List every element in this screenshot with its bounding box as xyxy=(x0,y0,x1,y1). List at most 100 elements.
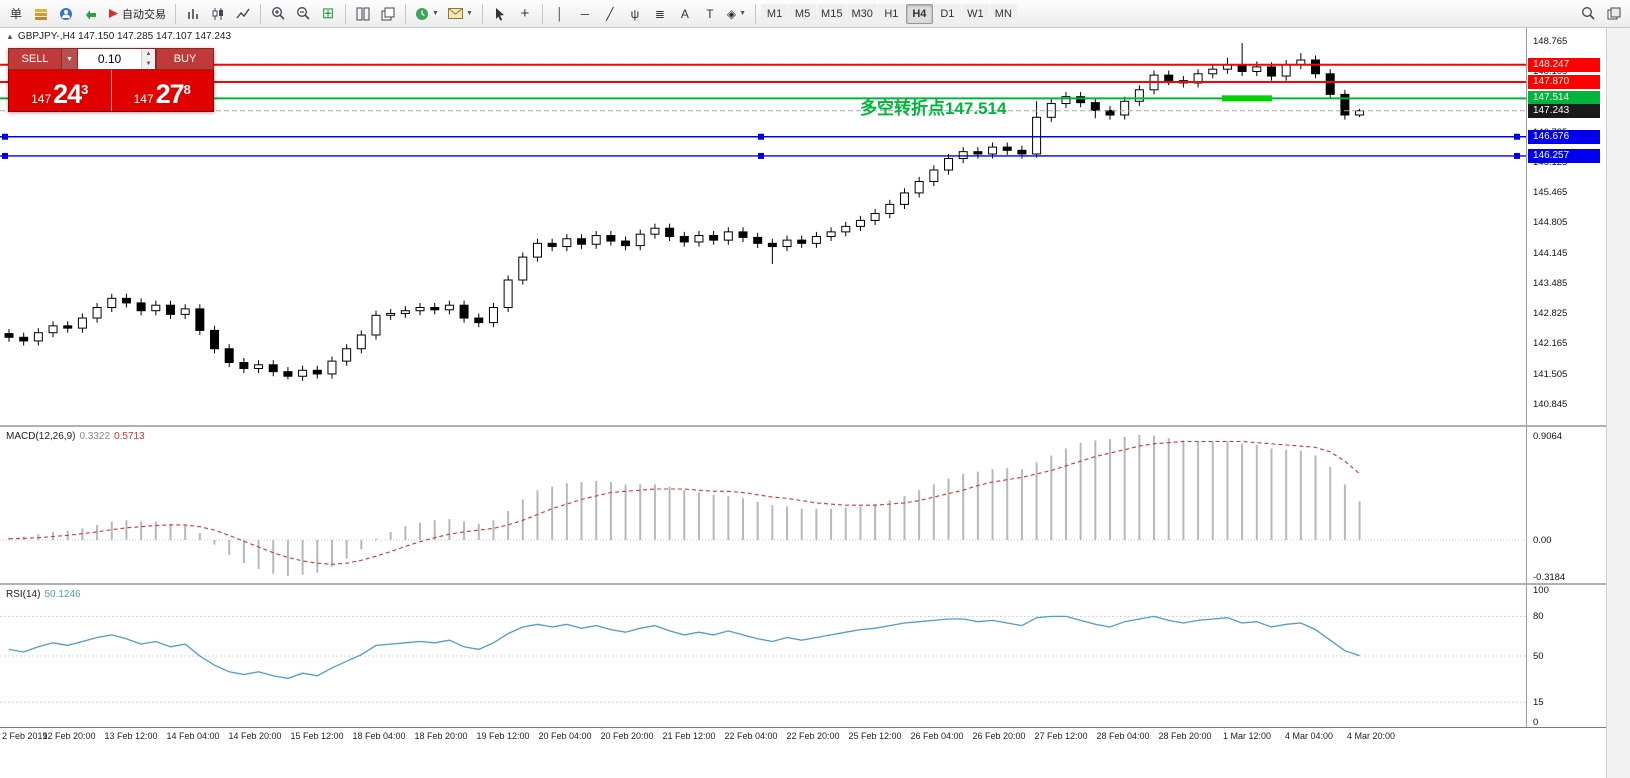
market-watch-button[interactable] xyxy=(29,3,53,25)
candle xyxy=(855,215,865,231)
candle xyxy=(474,313,484,328)
candle xyxy=(19,332,29,346)
time-axis-label: 20 Feb 04:00 xyxy=(538,731,592,741)
candle xyxy=(356,330,366,354)
line-handle[interactable] xyxy=(2,133,8,140)
lot-decrease-button[interactable]: ▼ xyxy=(142,59,155,69)
macd-histogram-bar xyxy=(8,537,10,540)
indicators-button[interactable]: ⊞ xyxy=(316,3,340,25)
time-axis-label: 14 Feb 04:00 xyxy=(166,731,220,741)
toolbar-separator xyxy=(175,3,176,24)
candle xyxy=(811,231,821,248)
candle xyxy=(1281,60,1291,81)
macd-histogram-bar xyxy=(477,523,480,540)
text-tool-button[interactable]: A xyxy=(673,3,697,25)
time-axis[interactable]: 2 Feb 2019 12 Feb 20:00 13 Feb 12:00 14 Feb… xyxy=(0,729,1526,749)
cursor-tool-button[interactable] xyxy=(488,3,512,25)
one-click-trade-panel: SELL ▼ ▲ ▼ BUY 147 24 3 xyxy=(8,48,214,112)
macd-histogram-bar xyxy=(859,506,862,540)
rsi-line xyxy=(8,615,1360,680)
timeframe-button-M15[interactable]: M15 xyxy=(817,3,847,24)
lot-increase-button[interactable]: ▲ xyxy=(142,49,155,59)
chart-annotation-text[interactable]: 多空转折点147.514 xyxy=(860,99,1007,118)
candle xyxy=(1208,64,1218,79)
candlestick-mode-button[interactable] xyxy=(206,3,230,25)
horizontal-line-tool-button[interactable]: ─ xyxy=(573,3,597,25)
price-axis[interactable]: 0.9064 0.00 -0.3184 100 80 50 15 0 148.7… xyxy=(1526,28,1606,728)
lot-size-input[interactable] xyxy=(78,49,141,69)
bar-chart-mode-button[interactable] xyxy=(181,3,205,25)
green-marker-segment[interactable] xyxy=(1222,95,1272,102)
line-handle[interactable] xyxy=(758,152,764,159)
right-side-panel[interactable] xyxy=(1606,28,1630,778)
cascade-windows-button[interactable] xyxy=(376,3,400,25)
crosshair-tool-button[interactable]: + xyxy=(513,3,537,25)
new-order-button[interactable]: 单 xyxy=(4,3,28,25)
panel-separator[interactable] xyxy=(0,425,1606,427)
quote-header: ▲ GBPJPY-,H4 147.150 147.285 147.107 147… xyxy=(6,31,231,42)
timeframe-button-MN[interactable]: MN xyxy=(989,3,1017,24)
line-chart-mode-button[interactable] xyxy=(231,3,255,25)
macd-scale-min: -0.3184 xyxy=(1533,572,1566,583)
candle xyxy=(224,344,234,368)
macd-chart[interactable] xyxy=(0,427,1526,583)
candle xyxy=(1222,57,1232,74)
timeframe-button-H4[interactable]: H4 xyxy=(905,3,933,24)
timeframe-button-M5[interactable]: M5 xyxy=(789,3,817,24)
order-type-dropdown[interactable]: ▼ xyxy=(62,48,77,70)
timeframe-button-H1[interactable]: H1 xyxy=(877,3,905,24)
line-handle[interactable] xyxy=(1514,152,1520,159)
period-button[interactable]: ▼ xyxy=(411,3,443,25)
sell-price[interactable]: 147 24 3 xyxy=(9,70,111,111)
buy-price[interactable]: 147 27 8 xyxy=(112,70,214,111)
cursor-icon xyxy=(495,7,504,21)
macd-histogram-bar xyxy=(1255,444,1258,540)
shapes-icon: ◈ xyxy=(726,6,737,21)
macd-histogram-bar xyxy=(595,480,598,540)
candlestick-chart[interactable] xyxy=(0,28,1526,425)
collapse-arrow-icon[interactable]: ▲ xyxy=(6,32,14,41)
autotrading-button[interactable]: 自动交易 xyxy=(104,3,170,25)
candle xyxy=(33,328,43,346)
pitchfork-icon: ψ xyxy=(630,6,640,21)
navigator-button[interactable] xyxy=(79,3,103,25)
shapes-tool-button[interactable]: ◈ ▼ xyxy=(723,3,750,25)
candle xyxy=(767,238,777,264)
crosshair-icon: + xyxy=(520,5,530,22)
sell-button[interactable]: SELL xyxy=(8,48,62,70)
trade-panel-divider xyxy=(110,70,112,111)
templates-button[interactable]: ▼ xyxy=(444,3,477,25)
window-list-button[interactable] xyxy=(1602,3,1626,25)
macd-histogram-bar xyxy=(375,538,377,540)
line-handle[interactable] xyxy=(758,133,764,140)
buy-button[interactable]: BUY xyxy=(156,48,214,70)
main-chart-pane[interactable]: ▲ GBPJPY-,H4 147.150 147.285 147.107 147… xyxy=(0,28,1526,425)
fibonacci-tool-button[interactable]: ≣ xyxy=(648,3,672,25)
macd-indicator-pane[interactable]: MACD(12,26,9) 0.3322 0.5713 xyxy=(0,427,1526,583)
panel-separator[interactable] xyxy=(0,583,1606,585)
line-handle[interactable] xyxy=(1514,133,1520,140)
time-axis-label: 25 Feb 12:00 xyxy=(848,731,902,741)
pitchfork-tool-button[interactable]: ψ xyxy=(623,3,647,25)
tile-windows-button[interactable] xyxy=(351,3,375,25)
rsi-chart[interactable] xyxy=(0,585,1526,727)
timeframe-button-D1[interactable]: D1 xyxy=(933,3,961,24)
trendline-tool-button[interactable]: ╱ xyxy=(598,3,622,25)
zoom-in-button[interactable] xyxy=(266,3,290,25)
time-axis-label: 28 Feb 04:00 xyxy=(1096,731,1150,741)
timeframe-button-W1[interactable]: W1 xyxy=(961,3,989,24)
rsi-indicator-pane[interactable]: RSI(14) 50.1246 xyxy=(0,585,1526,727)
toolbar-separator xyxy=(541,3,543,24)
timeframe-button-M1[interactable]: M1 xyxy=(761,3,789,24)
candle xyxy=(958,147,968,164)
line-handle[interactable] xyxy=(2,152,8,159)
search-button[interactable] xyxy=(1576,3,1600,25)
label-tool-button[interactable]: T xyxy=(698,3,722,25)
zoom-out-button[interactable] xyxy=(291,3,315,25)
timeframe-button-M30[interactable]: M30 xyxy=(847,3,877,24)
vertical-line-tool-button[interactable]: │ xyxy=(548,3,572,25)
data-window-button[interactable] xyxy=(54,3,78,25)
macd-histogram-bar xyxy=(257,540,260,569)
macd-histogram-bar xyxy=(874,504,877,540)
macd-histogram-bar xyxy=(565,483,568,540)
